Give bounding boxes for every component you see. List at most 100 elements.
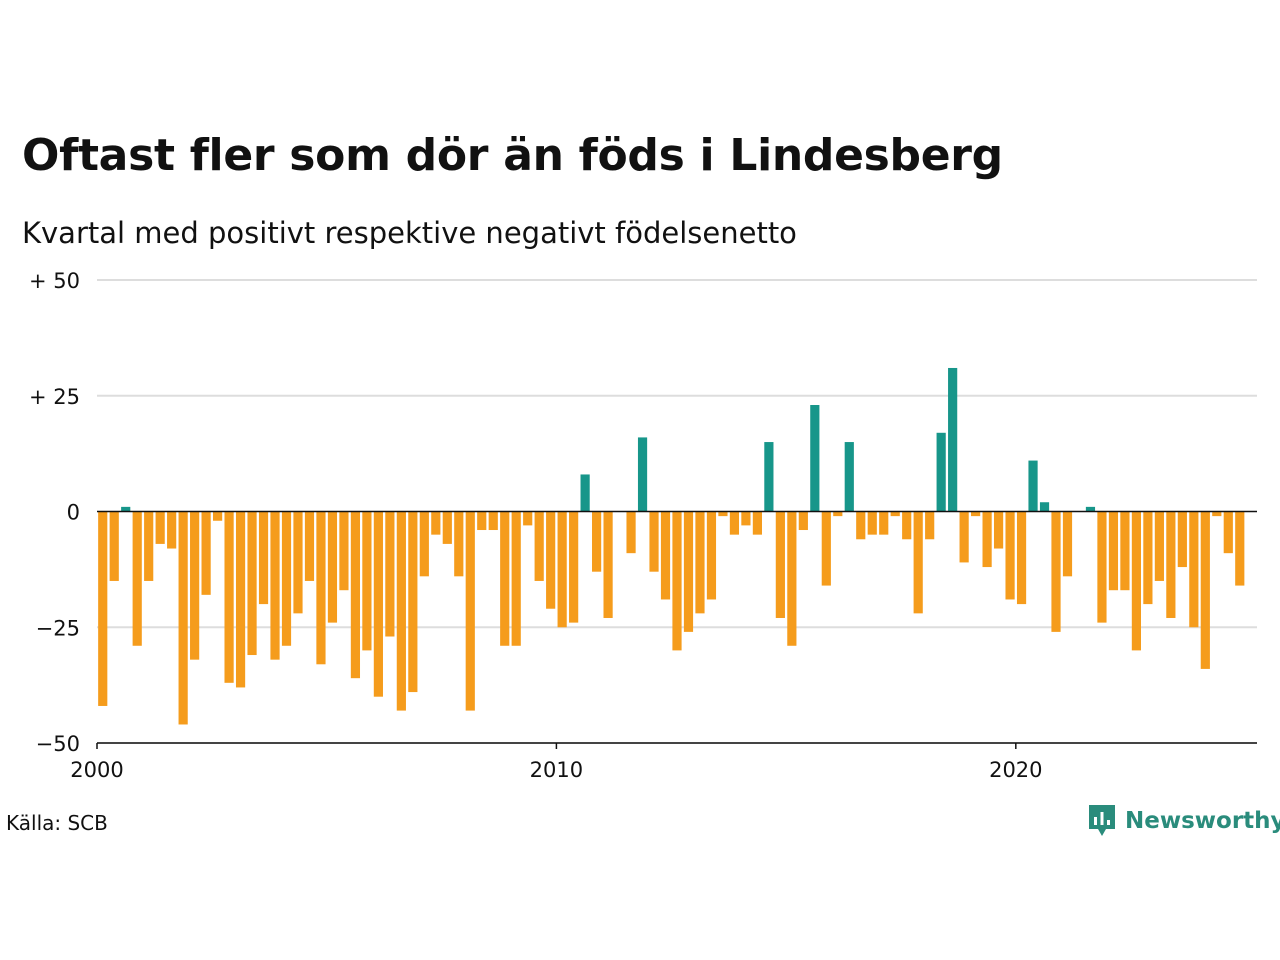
bar — [534, 511, 544, 581]
bar — [442, 511, 452, 544]
bar — [626, 511, 636, 554]
bar — [764, 442, 774, 512]
bar — [1177, 511, 1187, 568]
bar — [419, 511, 429, 577]
bar — [1189, 511, 1199, 628]
bar — [454, 511, 464, 577]
bar — [465, 511, 475, 711]
y-axis-tick-labels: + 50 + 25 0 −25 −50 — [29, 269, 80, 756]
bar — [993, 511, 1004, 549]
newsworthy-logo-icon — [1089, 805, 1115, 836]
bar — [1212, 511, 1222, 517]
x-tick-label: 2010 — [530, 758, 583, 782]
y-tick-label: + 50 — [29, 269, 80, 293]
bar — [879, 511, 889, 535]
bar — [1131, 511, 1141, 651]
bar — [1154, 511, 1164, 581]
bar — [1200, 511, 1210, 669]
bar — [718, 511, 728, 517]
y-tick-label: −50 — [36, 732, 80, 756]
bar — [362, 511, 372, 651]
bar — [867, 511, 877, 535]
bar — [729, 511, 740, 535]
bar — [948, 367, 958, 512]
bars — [98, 367, 1245, 725]
bar — [592, 511, 602, 572]
bar — [408, 511, 418, 693]
bar — [913, 511, 923, 614]
bar — [155, 511, 165, 544]
bar — [695, 511, 705, 614]
bar — [1120, 511, 1130, 591]
bar — [982, 511, 992, 568]
bar — [1051, 511, 1061, 632]
bar — [385, 511, 395, 637]
bar — [373, 511, 383, 697]
bar — [925, 511, 935, 540]
bar — [798, 511, 808, 531]
bar — [787, 511, 797, 646]
bar — [1108, 511, 1119, 591]
bar — [213, 511, 223, 521]
bar — [109, 511, 119, 581]
bar — [511, 511, 521, 646]
y-tick-label: −25 — [36, 616, 80, 640]
bar — [821, 511, 831, 586]
x-tick-label: 2000 — [70, 758, 123, 782]
bar — [844, 442, 854, 512]
x-axis-tick-labels: 2000 2010 2020 — [70, 758, 1042, 782]
newsworthy-logo[interactable]: Newsworthy — [1087, 803, 1280, 839]
bar — [1085, 506, 1096, 512]
bar — [396, 511, 406, 711]
axes — [96, 510, 1257, 749]
bar — [121, 506, 131, 512]
bar — [488, 511, 498, 531]
bar — [546, 511, 556, 609]
bar — [649, 511, 659, 572]
bar — [637, 437, 648, 512]
bar — [741, 511, 751, 526]
chart-subtitle: Kvartal med positivt respektive negativt… — [22, 216, 797, 250]
bar — [224, 511, 234, 683]
bar — [1223, 511, 1233, 554]
bar — [660, 511, 671, 600]
bar — [316, 511, 326, 665]
bar — [706, 511, 717, 600]
bar — [902, 511, 912, 540]
bar — [580, 474, 590, 512]
bar — [350, 511, 361, 679]
bar — [1028, 460, 1038, 512]
y-tick-label: 0 — [67, 501, 80, 525]
bar — [98, 511, 108, 706]
bar — [672, 511, 682, 651]
bar — [304, 511, 315, 581]
bar — [132, 511, 142, 646]
x-tick-label: 2020 — [989, 758, 1042, 782]
bar — [569, 511, 579, 623]
brand-name: Newsworthy — [1125, 808, 1280, 834]
source-note: Källa: SCB — [6, 811, 108, 835]
bar — [1143, 511, 1153, 605]
bar — [247, 511, 257, 656]
bar — [270, 511, 280, 660]
bar — [856, 511, 866, 540]
bar — [810, 405, 820, 512]
bar — [971, 511, 981, 517]
bar — [178, 511, 188, 725]
bar — [1062, 511, 1073, 577]
bar — [959, 511, 969, 563]
bar — [477, 511, 487, 531]
bar — [235, 511, 246, 688]
y-tick-label: + 25 — [29, 385, 80, 409]
bar — [258, 511, 269, 605]
bar — [1005, 511, 1015, 600]
bar — [190, 511, 200, 660]
bar — [752, 511, 762, 535]
bar — [683, 511, 694, 632]
bar — [327, 511, 338, 623]
bar — [339, 511, 349, 591]
bar — [500, 511, 510, 646]
bar — [281, 511, 292, 646]
bar — [523, 511, 533, 526]
